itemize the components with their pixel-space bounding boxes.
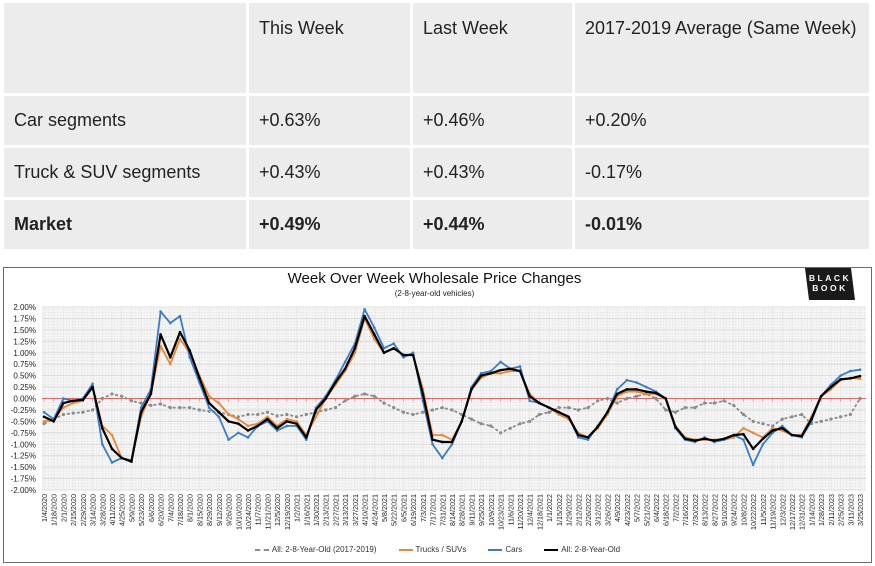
cell-truck-last-week: +0.43% <box>413 148 572 197</box>
legend-label: Cars <box>505 545 523 554</box>
row-label-car: Car segments <box>4 96 246 145</box>
legend-item: All: 2-8-Year-Old <box>544 545 620 554</box>
logo-text: BLACK BOOK <box>808 273 852 293</box>
cell-market-last-week: +0.44% <box>413 200 572 249</box>
table-header-last-week: Last Week <box>413 3 572 93</box>
chart-subtitle: (2-8-year-old vehicles) <box>394 289 475 298</box>
table-header-empty <box>4 3 246 93</box>
legend-item: Cars <box>488 545 522 554</box>
legend-label: All: 2-8-Year-Old <box>561 545 621 554</box>
cell-market-avg: -0.01% <box>575 200 869 249</box>
legend-item: All: 2-8-Year-Old (2017-2019) <box>254 545 377 554</box>
summary-table: This Week Last Week 2017-2019 Average (S… <box>4 3 870 249</box>
cell-car-last-week: +0.46% <box>413 96 572 145</box>
legend-item: Trucks / SUVs <box>398 545 467 554</box>
cell-car-this-week: +0.63% <box>249 96 410 145</box>
legend-label: All: 2-8-Year-Old (2017-2019) <box>271 545 377 554</box>
logo-line1: BLACK <box>808 273 852 283</box>
legend-swatch <box>488 548 503 551</box>
chart-frame <box>3 267 872 563</box>
legend-label: Trucks / SUVs <box>415 545 467 554</box>
cell-truck-this-week: +0.43% <box>249 148 410 197</box>
cell-market-this-week: +0.49% <box>249 200 410 249</box>
black-book-logo <box>805 268 855 300</box>
row-label-truck: Truck & SUV segments <box>4 148 246 197</box>
cell-truck-avg: -0.17% <box>575 148 869 197</box>
legend-swatch <box>544 548 559 551</box>
row-label-market: Market <box>4 200 246 249</box>
chart-legend: All: 2-8-Year-Old (2017-2019) Trucks / SU… <box>0 545 875 554</box>
cell-car-avg: +0.20% <box>575 96 869 145</box>
legend-swatch <box>254 548 269 551</box>
logo-line2: BOOK <box>812 283 848 293</box>
chart-title: Week Over Week Wholesale Price Changes <box>287 270 582 287</box>
table-header-average: 2017-2019 Average (Same Week) <box>575 3 869 93</box>
table-header-this-week: This Week <box>249 3 410 93</box>
legend-swatch <box>398 548 413 551</box>
